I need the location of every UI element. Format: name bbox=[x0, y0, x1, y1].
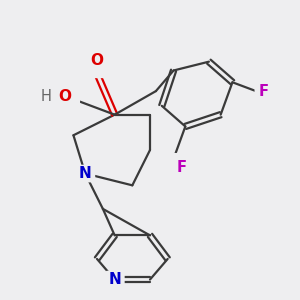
Text: N: N bbox=[108, 272, 121, 287]
Text: N: N bbox=[79, 166, 92, 181]
FancyBboxPatch shape bbox=[105, 271, 125, 288]
Text: O: O bbox=[58, 89, 71, 104]
FancyBboxPatch shape bbox=[254, 82, 272, 100]
FancyBboxPatch shape bbox=[75, 165, 95, 182]
Text: F: F bbox=[176, 160, 187, 175]
FancyBboxPatch shape bbox=[86, 60, 108, 78]
Text: O: O bbox=[91, 53, 103, 68]
Text: F: F bbox=[259, 84, 269, 99]
FancyBboxPatch shape bbox=[52, 88, 80, 106]
FancyBboxPatch shape bbox=[167, 153, 185, 171]
Text: H: H bbox=[40, 89, 51, 104]
